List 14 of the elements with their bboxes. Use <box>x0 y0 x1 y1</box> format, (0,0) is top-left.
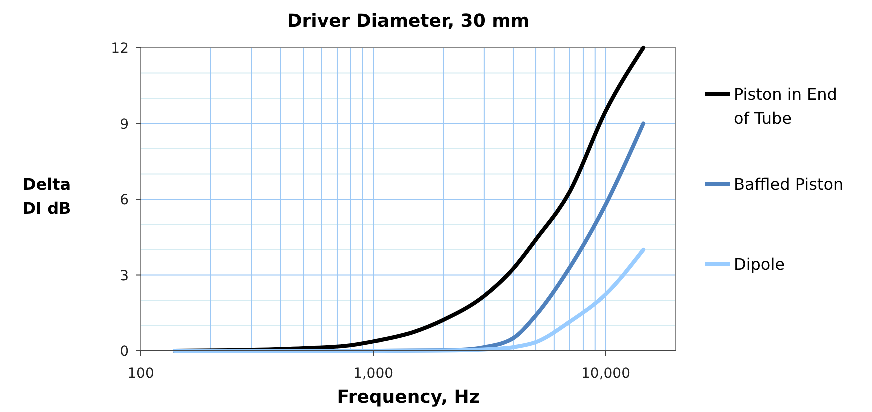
legend-label: Baffled Piston <box>734 175 844 194</box>
x-tick-label: 100 <box>128 366 154 382</box>
y-axis-title: Delta DI dB <box>22 175 72 218</box>
y-tick-label: 3 <box>120 268 129 284</box>
x-tick-label: 10,000 <box>582 366 631 382</box>
legend-label: Dipole <box>734 255 785 274</box>
y-tick-label: 6 <box>120 192 130 208</box>
y-tick-label: 12 <box>111 41 129 57</box>
x-axis-title: Frequency, Hz <box>337 387 480 408</box>
y-tick-label: 0 <box>120 344 129 360</box>
x-tick-label: 1,000 <box>353 366 394 382</box>
y-tick-label: 9 <box>120 116 129 133</box>
chart-title: Driver Diameter, 30 mm <box>287 11 530 32</box>
legend-label: Piston in End of Tube <box>734 85 838 128</box>
